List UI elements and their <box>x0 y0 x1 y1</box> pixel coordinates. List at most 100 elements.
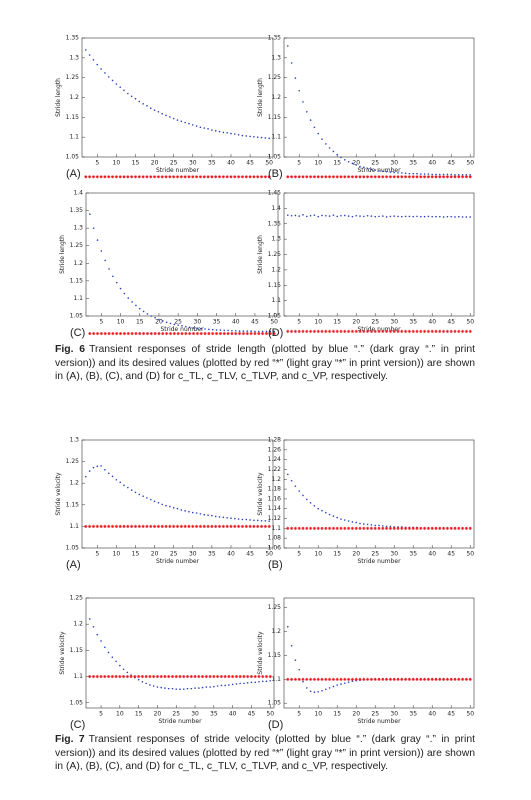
response-marker <box>127 486 129 489</box>
response-marker <box>363 523 365 525</box>
desired-marker <box>95 175 99 179</box>
response-marker <box>458 174 460 176</box>
desired-marker <box>350 175 354 179</box>
response-marker <box>420 173 422 175</box>
desired-marker <box>95 524 99 528</box>
response-marker <box>351 215 354 218</box>
response-marker <box>454 216 456 218</box>
desired-marker <box>267 175 271 179</box>
response-marker <box>265 680 268 683</box>
response-marker <box>321 138 323 140</box>
response-marker <box>355 214 358 217</box>
desired-marker <box>396 175 400 179</box>
desired-marker <box>290 677 294 681</box>
desired-marker <box>385 329 389 333</box>
response-marker <box>199 513 202 515</box>
response-marker <box>298 668 301 671</box>
response-marker <box>321 509 323 512</box>
desired-marker <box>225 524 229 528</box>
response-marker <box>195 512 198 514</box>
x-tick-label: 35 <box>409 160 417 167</box>
desired-marker <box>328 175 332 179</box>
desired-marker <box>392 175 396 179</box>
desired-marker <box>183 175 187 179</box>
x-tick-label: 5 <box>297 711 301 718</box>
response-marker <box>188 510 190 513</box>
desired-marker <box>188 331 192 336</box>
response-marker <box>442 216 445 218</box>
desired-marker <box>354 329 358 333</box>
x-tick-label: 40 <box>428 551 436 558</box>
desired-marker <box>381 329 385 333</box>
desired-marker <box>138 331 142 336</box>
response-marker <box>205 686 208 688</box>
desired-marker <box>419 175 423 179</box>
desired-marker <box>434 677 438 681</box>
response-marker <box>142 103 144 105</box>
y-tick-label: 1.3 <box>73 225 83 232</box>
desired-marker <box>309 329 313 333</box>
y-tick-label: 1.3 <box>69 54 79 61</box>
plot-frame <box>283 439 475 549</box>
response-marker <box>208 328 210 331</box>
desired-marker <box>92 331 96 336</box>
response-marker <box>256 519 259 522</box>
response-marker <box>404 172 407 175</box>
y-tick-label: 1.4 <box>73 190 83 197</box>
response-marker <box>88 470 91 472</box>
y-tick-label: 1.2 <box>73 621 83 628</box>
response-marker <box>138 100 141 103</box>
response-marker <box>222 131 225 134</box>
desired-marker <box>358 526 362 530</box>
response-marker <box>161 112 164 115</box>
x-axis-label: Stride number <box>156 167 200 174</box>
response-marker <box>201 686 204 689</box>
x-tick-label: 35 <box>213 319 221 326</box>
response-marker <box>226 516 228 519</box>
response-marker <box>260 136 263 139</box>
desired-marker <box>309 677 313 681</box>
response-marker <box>397 172 399 174</box>
x-tick-label: 45 <box>251 319 259 326</box>
x-tick-label: 10 <box>314 711 322 718</box>
response-marker <box>435 215 437 218</box>
desired-marker <box>149 331 153 336</box>
desired-marker <box>110 674 114 679</box>
desired-marker <box>115 331 119 336</box>
response-marker <box>184 510 186 512</box>
desired-marker <box>133 175 138 179</box>
desired-marker <box>373 329 377 333</box>
response-marker <box>172 507 175 509</box>
desired-marker <box>331 677 335 681</box>
y-tick-label: 1.2 <box>271 94 281 101</box>
desired-marker <box>193 674 197 679</box>
desired-marker <box>122 524 126 528</box>
y-tick-label: 1.15 <box>268 652 282 659</box>
desired-marker <box>245 331 249 336</box>
response-marker <box>111 475 114 478</box>
desired-marker <box>195 175 199 179</box>
desired-marker <box>305 677 309 681</box>
x-axis-label: Stride number <box>357 326 401 333</box>
desired-marker <box>377 526 381 530</box>
desired-marker <box>457 526 461 530</box>
response-marker <box>123 292 126 295</box>
y-tick-label: 1.1 <box>69 134 79 141</box>
desired-marker <box>331 526 335 530</box>
response-marker <box>351 162 354 165</box>
response-marker <box>188 326 191 329</box>
desired-marker <box>324 526 328 530</box>
desired-marker <box>252 175 256 179</box>
response-marker <box>294 77 297 79</box>
x-tick-label: 40 <box>229 711 237 718</box>
response-marker <box>149 684 151 686</box>
response-marker <box>325 214 327 217</box>
response-marker <box>216 685 219 687</box>
x-tick-label: 10 <box>314 160 322 167</box>
response-marker <box>416 215 418 218</box>
x-tick-label: 15 <box>333 319 341 326</box>
desired-marker <box>164 524 168 528</box>
y-tick-label: 1.15 <box>70 277 84 284</box>
response-marker <box>204 328 206 330</box>
desired-marker <box>339 175 343 179</box>
